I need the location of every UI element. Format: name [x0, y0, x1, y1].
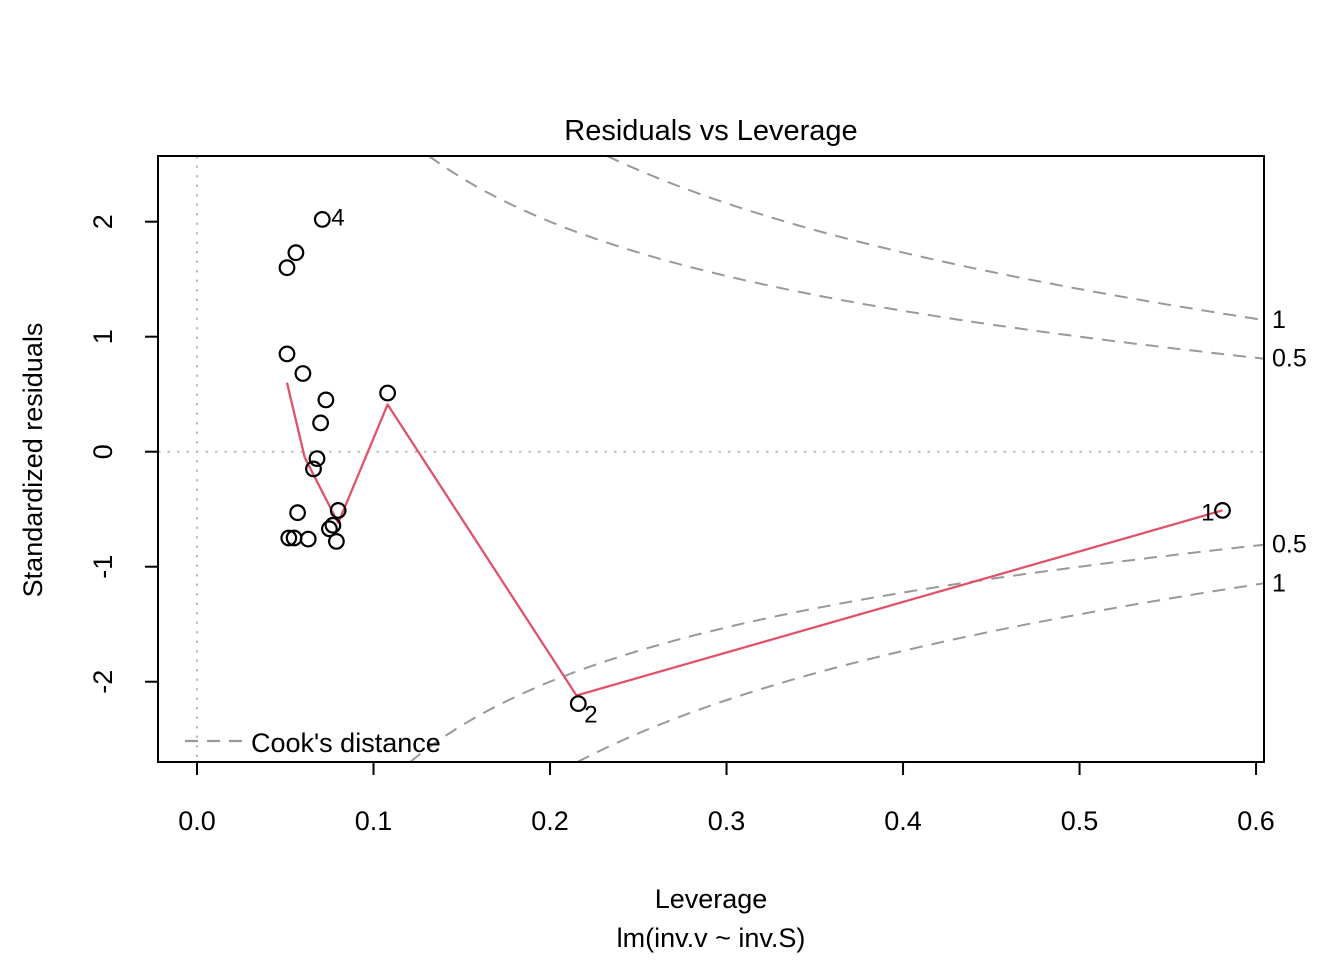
cooks-contour-level-label: 0.5 [1272, 531, 1307, 559]
data-point [299, 530, 317, 548]
plot-frame [157, 155, 1265, 763]
data-point [278, 259, 296, 277]
data-point [308, 450, 326, 468]
y-axis-label: Standardized residuals [18, 323, 48, 598]
cooks-contour-level-label: 1 [1272, 306, 1286, 334]
data-point [289, 504, 307, 522]
y-axis-tick-label: -2 [88, 670, 118, 694]
data-point [294, 365, 312, 382]
data-point [287, 244, 305, 262]
y-axis-tick-label: 2 [88, 214, 118, 229]
x-axis-label: Leverage [655, 884, 768, 914]
point-id-label: 2 [584, 702, 597, 729]
chart-title: Residuals vs Leverage [564, 115, 857, 147]
data-point [305, 460, 322, 478]
data-point [379, 384, 397, 402]
x-axis-tick-label: 0.2 [531, 806, 569, 836]
data-point [569, 695, 587, 712]
data-point [280, 529, 298, 547]
data-point [313, 210, 331, 228]
data-point [321, 520, 338, 538]
x-axis-tick-label: 0.1 [355, 806, 393, 836]
reference-lines-layer [158, 156, 1264, 762]
cooks-distance-contour-1-upper [606, 155, 1265, 322]
y-axis-tick-label: 1 [88, 329, 118, 344]
smooth-line-layer [285, 382, 1223, 697]
cooks-distance-contour-0.5-lower [409, 543, 1265, 763]
data-point [278, 345, 296, 363]
cooks-distance-contour-1-lower [576, 582, 1265, 763]
x-axis-tick-label: 0.6 [1237, 806, 1275, 836]
point-id-label: 1 [1201, 499, 1214, 526]
data-point [317, 391, 335, 409]
y-axis-tick-label: 0 [88, 444, 118, 459]
data-points-layer: 4 2 1 [278, 204, 1231, 729]
data-point [329, 502, 347, 519]
cooks-distance-contour-0.5-upper [428, 155, 1265, 360]
data-point [312, 414, 330, 432]
cooks-distance-legend: Cook's distance [185, 728, 441, 758]
cooks-contours-layer [409, 155, 1265, 763]
x-axis-tick-label: 0.5 [1061, 806, 1099, 836]
x-axis-tick-label: 0.4 [884, 806, 922, 836]
axes-layer: 1 0.5 0.5 1 0.0 0.1 0.2 0.3 0.4 0.5 0.6 -2 -1 0 1 2 [88, 214, 1307, 836]
data-point [1214, 502, 1231, 519]
y-axis-tick-label: -1 [88, 555, 118, 579]
data-point [324, 516, 342, 534]
point-id-label: 4 [331, 204, 344, 231]
x-axis-sublabel: lm(inv.v ~ inv.S) [617, 923, 806, 953]
legend-label: Cook's distance [251, 728, 441, 758]
x-axis-tick-label: 0.3 [708, 806, 746, 836]
smooth-trend-line [285, 382, 1223, 697]
cooks-contour-level-label: 0.5 [1272, 345, 1307, 373]
cooks-contour-level-label: 1 [1272, 569, 1286, 597]
x-axis-tick-label: 0.0 [178, 806, 216, 836]
data-point [328, 533, 345, 550]
